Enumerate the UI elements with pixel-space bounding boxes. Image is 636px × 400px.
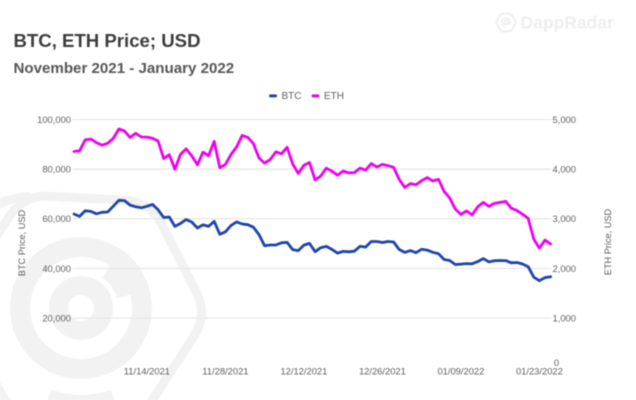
svg-text:ETH: ETH — [324, 91, 344, 102]
svg-text:20,000: 20,000 — [42, 312, 71, 323]
svg-text:40,000: 40,000 — [42, 263, 71, 274]
svg-text:BTC Price, USD: BTC Price, USD — [17, 209, 27, 276]
svg-text:1,000: 1,000 — [553, 312, 576, 323]
svg-text:5,000: 5,000 — [553, 114, 576, 125]
svg-text:60,000: 60,000 — [42, 213, 71, 224]
svg-text:12/26/2021: 12/26/2021 — [359, 366, 406, 377]
svg-text:0: 0 — [554, 357, 559, 368]
svg-text:BTC: BTC — [282, 91, 302, 102]
svg-text:11/28/2021: 11/28/2021 — [202, 366, 248, 377]
svg-text:100,000: 100,000 — [37, 114, 71, 125]
svg-text:BTC, ETH Price; USD: BTC, ETH Price; USD — [14, 30, 201, 51]
svg-text:12/12/2021: 12/12/2021 — [280, 366, 327, 377]
svg-text:11/14/2021: 11/14/2021 — [124, 366, 170, 377]
svg-text:DappRadar: DappRadar — [521, 12, 615, 32]
svg-text:01/23/2022: 01/23/2022 — [516, 366, 563, 377]
svg-text:01/09/2022: 01/09/2022 — [437, 366, 484, 377]
svg-text:4,000: 4,000 — [553, 164, 576, 175]
svg-text:3,000: 3,000 — [553, 213, 576, 224]
svg-text:2,000: 2,000 — [553, 263, 576, 274]
svg-text:November 2021 - January 2022: November 2021 - January 2022 — [14, 60, 235, 77]
svg-text:ETH Price, USD: ETH Price, USD — [603, 208, 613, 275]
svg-text:80,000: 80,000 — [42, 164, 71, 175]
